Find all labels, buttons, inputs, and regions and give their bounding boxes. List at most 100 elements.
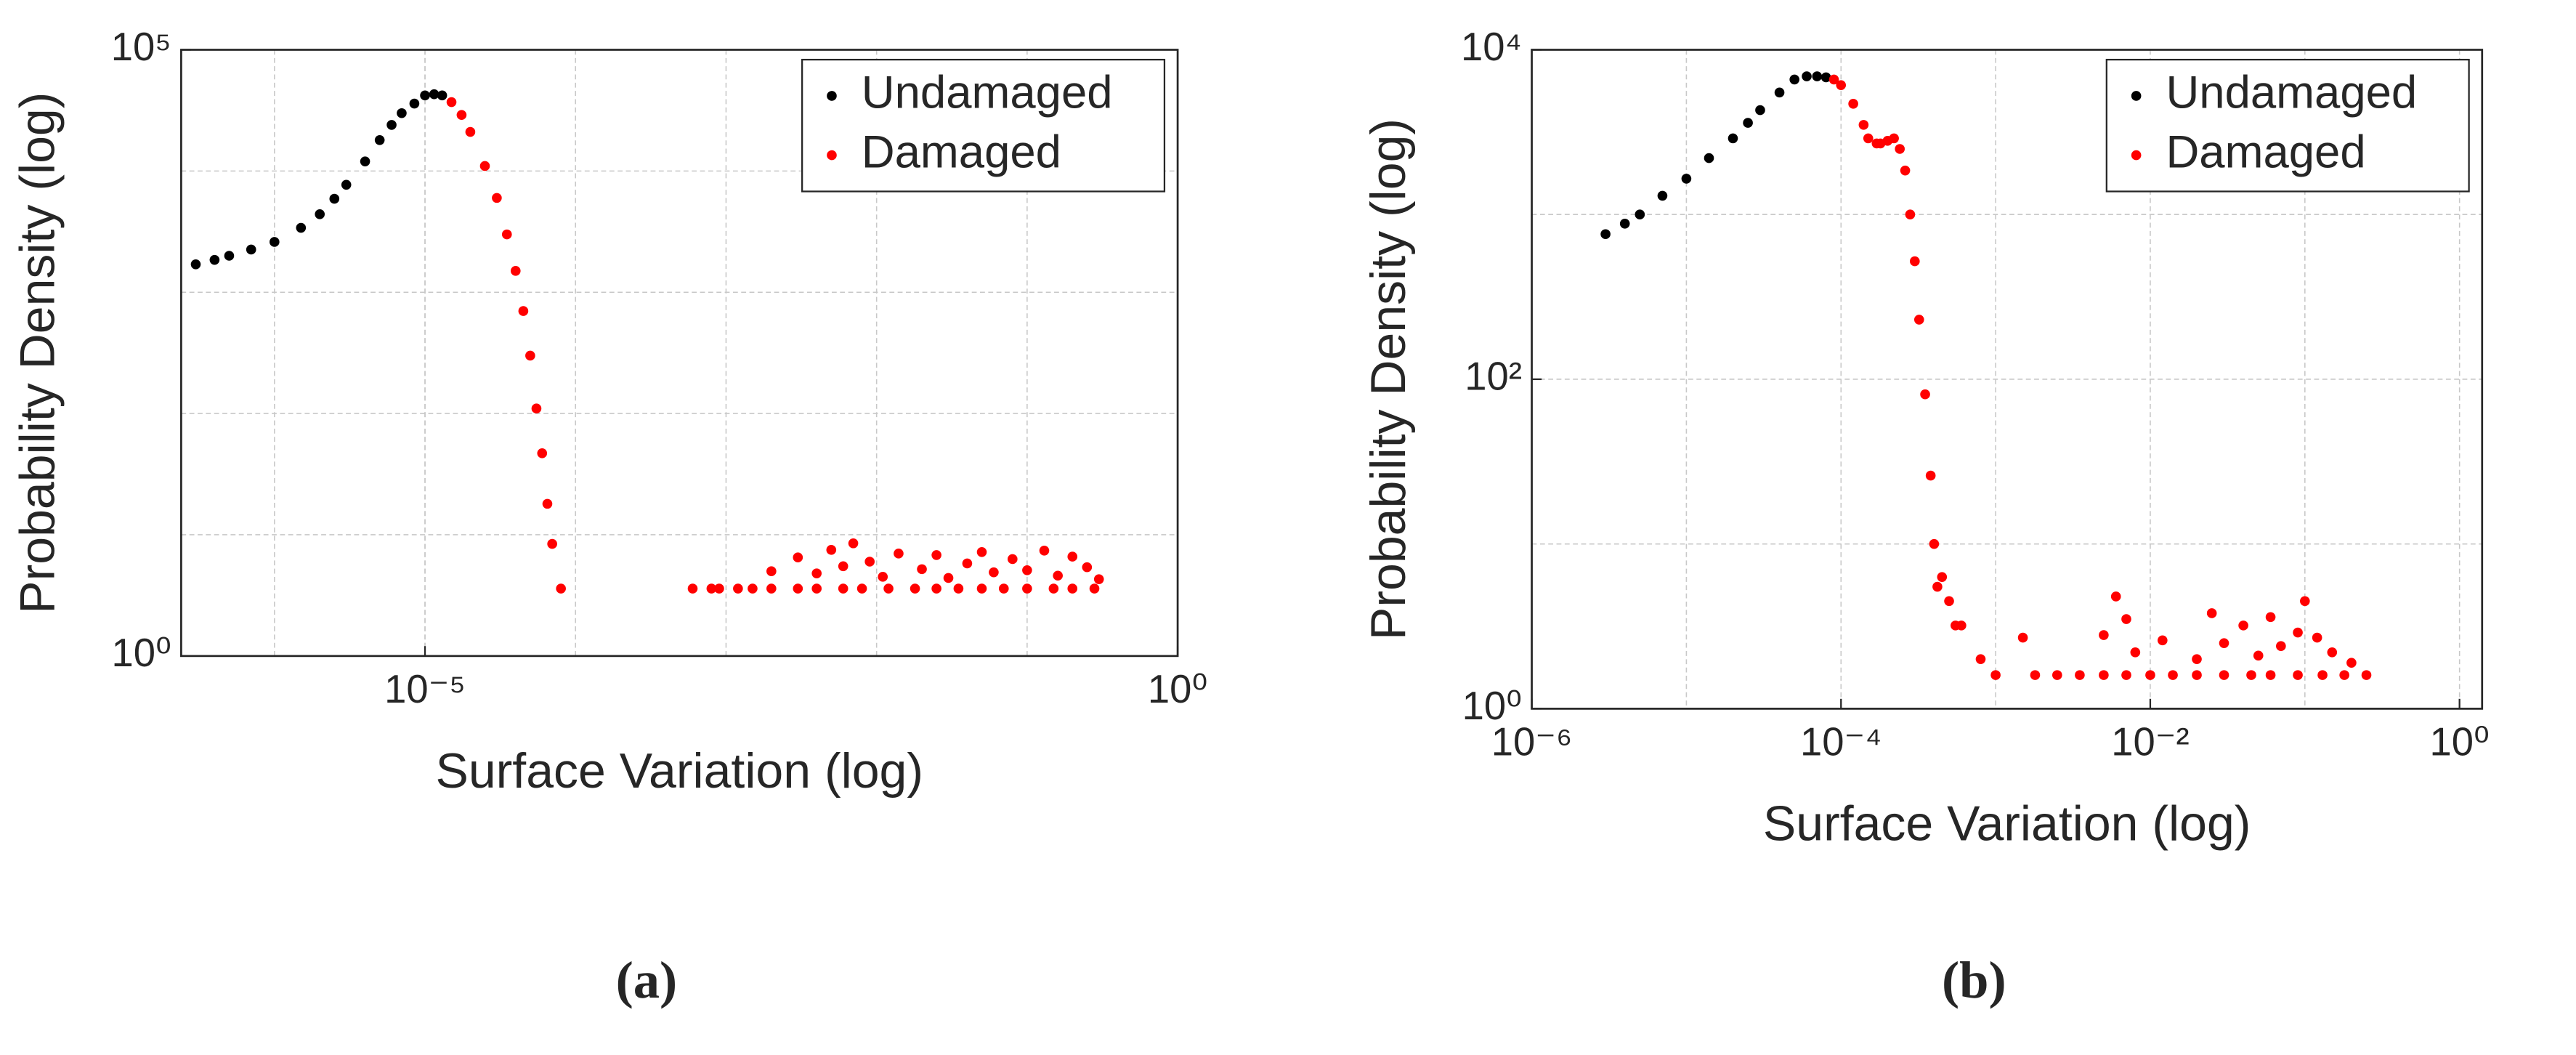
point [2361,670,2372,680]
point [409,98,420,109]
point [1681,174,1692,184]
point [2253,650,2264,661]
point [374,134,385,145]
point [864,557,875,567]
point [2276,641,2286,651]
point [976,546,987,557]
point [2145,670,2155,680]
point [962,558,973,569]
point [2192,670,2202,680]
point [270,237,280,247]
point [1743,118,1753,128]
caption: (b) [1942,950,2006,1009]
point [687,583,698,594]
point [2265,612,2276,623]
point [465,126,476,137]
point [209,254,220,265]
point [894,549,904,559]
point [1889,133,1899,144]
y-tick-label: 10⁰ [1462,684,1522,728]
x-tick-label: 10⁰ [2429,720,2489,764]
point [2158,635,2168,646]
point [1929,538,1940,549]
point [2327,647,2338,658]
point [341,179,352,190]
point [856,583,867,594]
y-tick-label: 10⁰ [111,631,171,675]
point [1755,105,1765,116]
point [456,110,467,121]
point [2300,596,2310,607]
point [501,229,512,240]
point [492,193,502,203]
point [953,583,964,594]
point [1937,572,1948,582]
point [2121,670,2131,680]
point [479,161,490,171]
point [1089,583,1100,594]
point [429,89,440,100]
point [1944,596,1954,607]
point [1828,74,1839,85]
x-axis-label: Surface Variation (log) [1763,796,2251,852]
point [1858,120,1869,130]
point [1600,229,1611,240]
point [1093,574,1104,584]
point [1774,87,1785,98]
point [1053,570,1063,581]
point [2238,621,2248,631]
point [706,583,717,594]
point [793,583,803,594]
point [1082,562,1093,573]
point [329,193,340,204]
point [556,583,566,594]
point [1925,470,1936,481]
point [518,306,529,316]
point [1910,256,1920,267]
legend-label: Undamaged [2166,68,2417,118]
legend-marker [2131,150,2142,161]
point [2052,670,2062,680]
point [1990,670,2001,680]
point [437,90,447,101]
point [510,266,521,276]
x-tick-label: 10⁻⁴ [1800,720,1882,764]
point [1789,74,1799,85]
x-tick-label: 10⁻⁶ [1491,720,1573,764]
point [1863,133,1874,144]
point [315,209,325,219]
point [1007,554,1018,565]
point [1836,80,1847,90]
point [2099,670,2109,680]
point [883,583,894,594]
point [766,583,777,594]
point [296,222,307,233]
point [537,448,548,458]
point [1913,315,1924,325]
point [1048,583,1059,594]
point [1704,153,1714,163]
legend-marker [2131,91,2142,101]
point [910,583,920,594]
point [1812,71,1823,81]
point [1932,581,1943,592]
point [766,566,777,577]
point [1956,621,1967,631]
point [838,583,848,594]
y-tick-label: 10⁴ [1461,25,1522,69]
point [848,538,859,549]
point [1895,144,1905,154]
point [1802,71,1812,81]
legend-label: Damaged [2166,126,2365,177]
point [2075,670,2085,680]
point [811,583,822,594]
y-axis-label: Probability Density (log) [1361,118,1416,640]
legend-box [2105,58,2470,193]
legend-label: Damaged [862,126,1061,177]
y-tick-label: 10⁵ [111,25,171,69]
point [1728,133,1738,144]
point [1067,551,1078,562]
point [542,498,553,509]
y-tick-label: 10² [1465,354,1522,398]
